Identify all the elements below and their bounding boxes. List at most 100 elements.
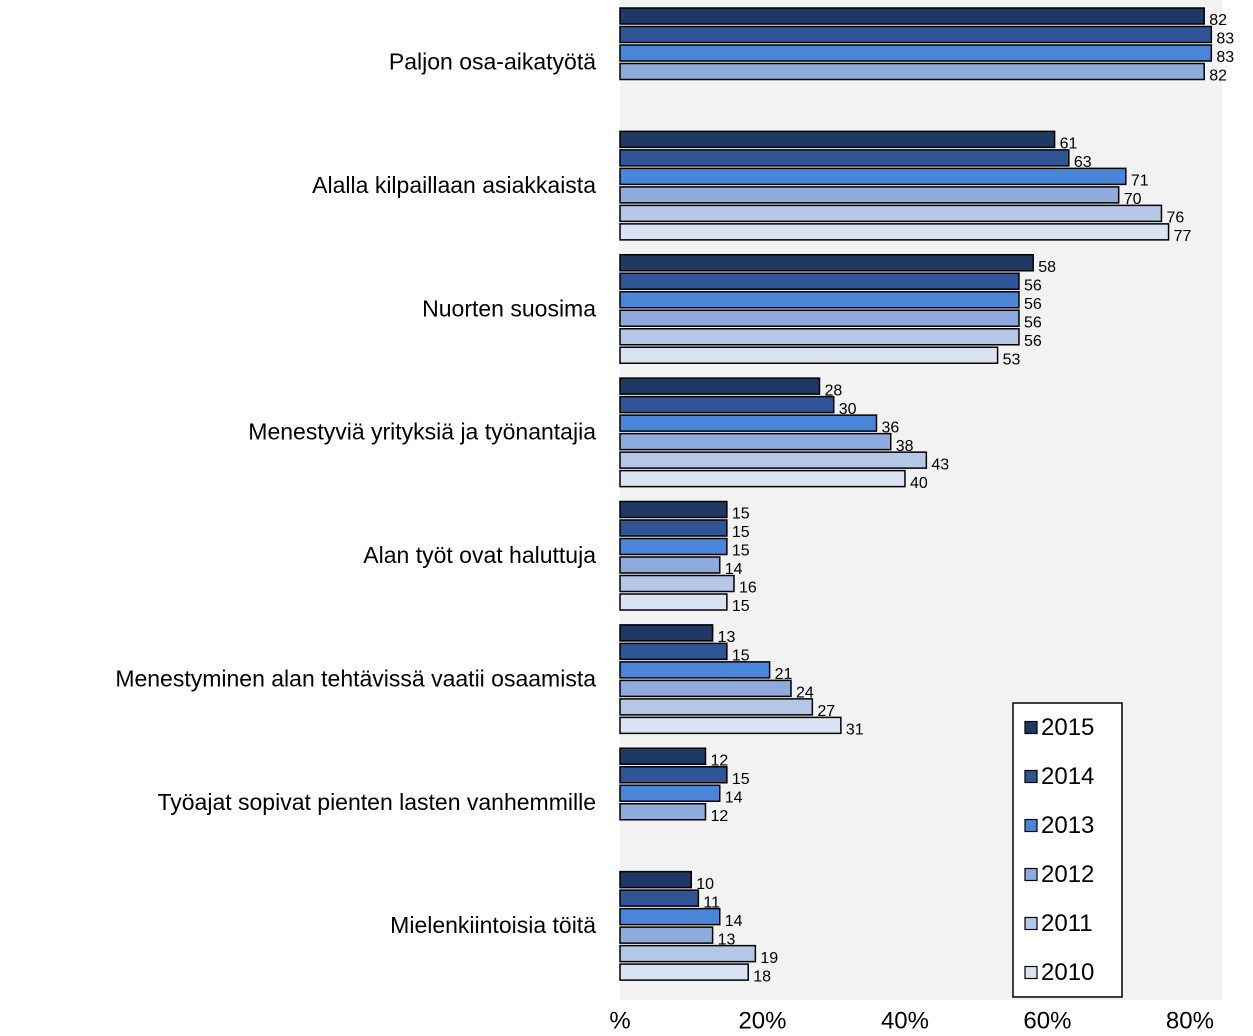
- bar: [619, 309, 1020, 327]
- value-label: 14: [725, 789, 743, 806]
- bar: [619, 377, 821, 395]
- x-tick-label: 80%: [1166, 1007, 1214, 1034]
- value-label: 28: [824, 382, 842, 399]
- bar: [619, 223, 1170, 241]
- bar: [619, 747, 707, 765]
- category-label: Menestyviä yrityksiä ja työnantajia: [248, 419, 596, 445]
- value-label: 15: [732, 648, 750, 665]
- x-tick-label: 60%: [1023, 1007, 1071, 1034]
- value-label: 56: [1024, 314, 1042, 331]
- bar: [619, 766, 728, 784]
- value-label: 31: [846, 722, 864, 739]
- legend-label: 2012: [1041, 861, 1094, 888]
- category-label: Työajat sopivat pienten lasten vanhemmil…: [157, 789, 596, 815]
- bar: [619, 432, 892, 451]
- legend-swatch: [1024, 965, 1038, 980]
- value-label: 83: [1216, 49, 1234, 66]
- category-label: Alalla kilpaillaan asiakkaista: [312, 172, 596, 198]
- value-label: 61: [1060, 136, 1078, 153]
- bar: [619, 272, 1020, 290]
- bar: [619, 254, 1034, 272]
- x-tick-label: 40%: [881, 1007, 929, 1034]
- value-label: 38: [896, 438, 914, 455]
- bar: [619, 963, 749, 981]
- value-label: 15: [732, 524, 750, 541]
- value-label: 18: [753, 968, 771, 985]
- bar: [619, 556, 721, 574]
- bar: [619, 574, 735, 593]
- value-label: 70: [1124, 191, 1142, 208]
- legend-label: 2014: [1041, 763, 1094, 790]
- category-label: Paljon osa-aikatyötä: [389, 49, 596, 75]
- legend-swatch: [1024, 818, 1038, 833]
- bar: [619, 346, 999, 364]
- value-label: 43: [931, 456, 949, 473]
- bar: [619, 167, 1127, 186]
- bar: [619, 500, 728, 519]
- bar: [619, 451, 928, 469]
- bar: [619, 870, 692, 889]
- value-label: 15: [732, 506, 750, 523]
- value-label: 58: [1038, 259, 1056, 276]
- value-label: 56: [1024, 296, 1042, 313]
- legend-swatch: [1024, 916, 1038, 931]
- value-label: 13: [718, 931, 736, 948]
- bar: [619, 395, 835, 414]
- category-label: Mielenkiintoisia töitä: [390, 912, 596, 938]
- category-label: Menestyminen alan tehtävissä vaatii osaa…: [115, 665, 596, 691]
- bar: [619, 130, 1056, 149]
- legend-label: 2010: [1041, 959, 1094, 986]
- value-label: 11: [703, 894, 720, 911]
- legend-swatch: [1024, 769, 1038, 784]
- value-label: 15: [732, 771, 750, 788]
- value-label: 15: [732, 543, 750, 560]
- bar: [619, 204, 1163, 223]
- bar: [619, 907, 721, 926]
- value-label: 12: [710, 808, 728, 825]
- value-label: 82: [1209, 12, 1227, 29]
- value-label: 83: [1216, 31, 1234, 48]
- bar: [619, 889, 700, 907]
- bar: [619, 944, 757, 963]
- bar: [619, 661, 771, 679]
- bar: [619, 186, 1120, 204]
- bar: [619, 803, 707, 821]
- bar: [619, 291, 1020, 309]
- value-label: 76: [1166, 210, 1184, 227]
- x-tick-label: 20%: [738, 1007, 786, 1034]
- value-label: 56: [1024, 333, 1042, 350]
- bar: [619, 149, 1070, 167]
- bar: [619, 624, 714, 642]
- value-label: 24: [796, 685, 814, 702]
- category-label: Nuorten suosima: [422, 295, 596, 321]
- legend-label: 2013: [1041, 812, 1094, 839]
- bar: [619, 328, 1020, 346]
- bar: [619, 926, 714, 944]
- value-label: 21: [775, 666, 793, 683]
- value-label: 71: [1131, 173, 1149, 190]
- value-label: 15: [732, 598, 750, 615]
- value-label: 16: [739, 580, 757, 597]
- value-label: 53: [1003, 351, 1021, 368]
- bar: [619, 519, 728, 537]
- bar: [619, 642, 728, 661]
- bar: [619, 716, 842, 735]
- value-label: 63: [1074, 154, 1092, 171]
- value-label: 77: [1174, 228, 1192, 245]
- bar: [619, 469, 906, 488]
- bar: [619, 25, 1213, 44]
- value-label: 19: [760, 950, 778, 967]
- bar: [619, 537, 728, 556]
- bar: [619, 7, 1205, 25]
- legend-label: 2011: [1041, 910, 1093, 937]
- value-label: 12: [710, 752, 728, 769]
- bar: [619, 784, 721, 802]
- value-label: 14: [725, 913, 743, 930]
- bar: [619, 698, 814, 716]
- legend-box: [1012, 702, 1123, 998]
- bar: [619, 593, 728, 611]
- x-tick-label: %: [609, 1007, 630, 1034]
- bar: [619, 679, 792, 698]
- value-label: 30: [839, 401, 857, 418]
